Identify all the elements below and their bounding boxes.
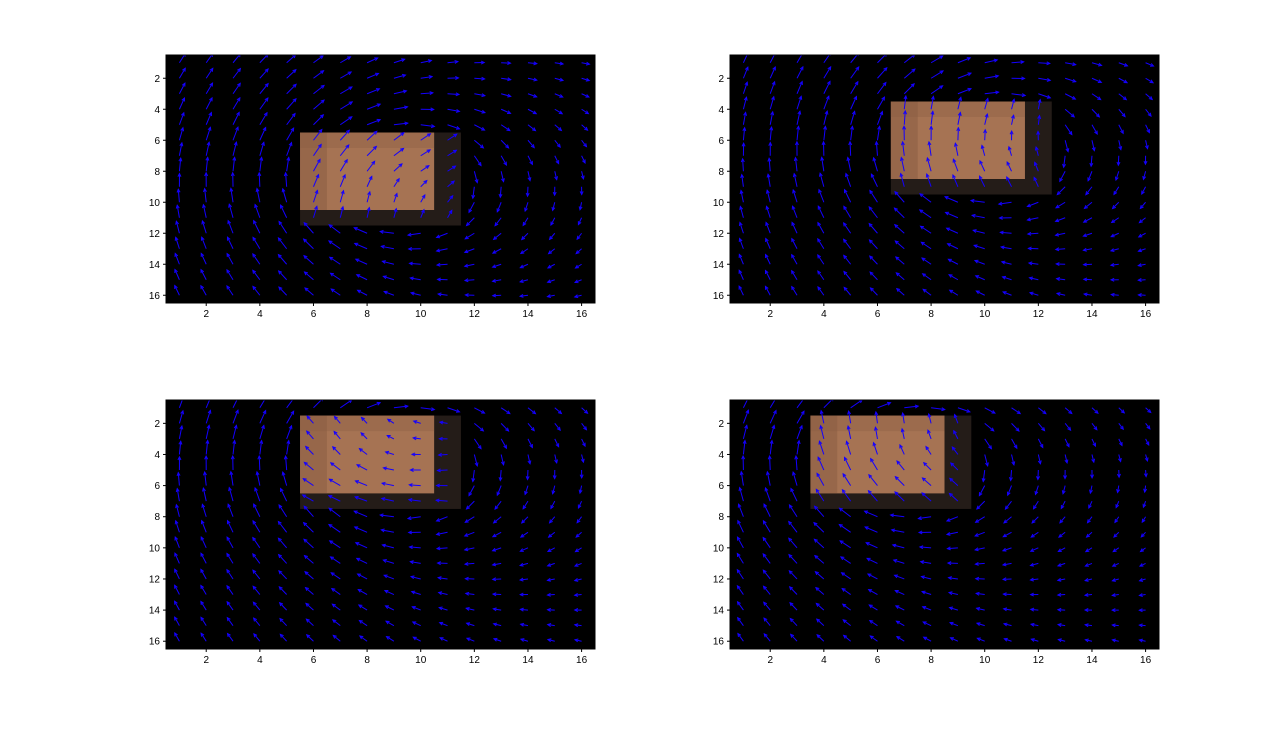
x-tick-label: 2 (203, 655, 209, 666)
quiver-arrow (770, 456, 771, 470)
x-tick-label: 12 (469, 655, 481, 666)
axes-bottom-right: 2 4 6 8 10 12 14 16 2 4 6 8 10 12 14 16 (713, 395, 1159, 666)
x-tick-label: 14 (522, 309, 534, 320)
x-tick-label: 12 (1033, 655, 1045, 666)
y-tick-label: 10 (713, 198, 725, 209)
y-tick-label: 2 (154, 74, 160, 85)
x-tick-label: 16 (1140, 309, 1152, 320)
y-tick-label: 16 (713, 637, 725, 648)
y-tick-label: 16 (713, 291, 725, 302)
image-block (300, 133, 461, 226)
quiver-arrow (259, 456, 260, 470)
y-tick-label: 12 (713, 574, 725, 585)
x-tick-label: 2 (203, 309, 209, 320)
y-tick-label: 6 (154, 136, 160, 147)
x-tick-label: 2 (767, 309, 773, 320)
x-tick-label: 8 (364, 309, 370, 320)
image-block (300, 416, 461, 509)
y-tick-label: 12 (149, 229, 161, 240)
x-tick-label: 8 (928, 309, 934, 320)
y-tick-label: 8 (154, 167, 160, 178)
x-tick-label: 6 (875, 655, 881, 666)
quiver-arrow (850, 142, 851, 156)
x-tick-label: 8 (928, 655, 934, 666)
image-block (891, 102, 1052, 195)
x-tick-label: 14 (1086, 655, 1098, 666)
y-tick-label: 16 (149, 637, 161, 648)
x-tick-label: 2 (767, 655, 773, 666)
x-tick-label: 4 (257, 309, 263, 320)
x-tick-label: 14 (1086, 309, 1098, 320)
y-tick-label: 2 (154, 419, 160, 430)
y-tick-label: 2 (718, 74, 724, 85)
y-tick-label: 4 (718, 105, 724, 116)
x-tick-label: 10 (415, 309, 427, 320)
x-tick-label: 12 (1033, 309, 1045, 320)
x-tick-label: 4 (821, 655, 827, 666)
axes-top-right: 2 4 6 8 10 12 14 16 2 4 6 8 10 12 14 16 (713, 52, 1159, 320)
y-tick-label: 16 (149, 291, 161, 302)
axes-top-left: 2 4 6 8 10 12 14 16 2 4 6 8 10 12 14 16 (149, 53, 595, 320)
y-tick-label: 10 (149, 543, 161, 554)
y-tick-label: 14 (149, 260, 161, 271)
y-tick-label: 6 (718, 136, 724, 147)
x-tick-label: 12 (469, 309, 481, 320)
y-tick-label: 12 (713, 229, 725, 240)
y-tick-label: 14 (713, 260, 725, 271)
y-tick-label: 10 (713, 543, 725, 554)
x-tick-label: 16 (576, 655, 588, 666)
x-tick-label: 4 (821, 309, 827, 320)
x-tick-label: 6 (311, 309, 317, 320)
x-tick-label: 10 (415, 655, 427, 666)
y-tick-label: 4 (154, 105, 160, 116)
y-tick-label: 6 (718, 481, 724, 492)
y-tick-label: 8 (154, 512, 160, 523)
x-tick-label: 14 (522, 655, 534, 666)
x-tick-label: 16 (576, 309, 588, 320)
x-tick-label: 16 (1140, 655, 1152, 666)
y-tick-label: 8 (718, 167, 724, 178)
y-tick-label: 8 (718, 512, 724, 523)
x-tick-label: 6 (875, 309, 881, 320)
quiver-arrow (259, 173, 260, 187)
axes-bottom-left: 2 4 6 8 10 12 14 16 2 4 6 8 10 12 14 16 (149, 395, 595, 666)
x-tick-label: 8 (364, 655, 370, 666)
x-tick-label: 6 (311, 655, 317, 666)
y-tick-label: 2 (718, 419, 724, 430)
image-block (810, 416, 971, 509)
x-tick-label: 10 (979, 309, 991, 320)
y-tick-label: 6 (154, 481, 160, 492)
x-tick-label: 4 (257, 655, 263, 666)
y-tick-label: 12 (149, 574, 161, 585)
y-tick-label: 14 (149, 606, 161, 617)
x-tick-label: 10 (979, 655, 991, 666)
y-tick-label: 14 (713, 606, 725, 617)
y-tick-label: 10 (149, 198, 161, 209)
y-tick-label: 4 (718, 450, 724, 461)
y-tick-label: 4 (154, 450, 160, 461)
